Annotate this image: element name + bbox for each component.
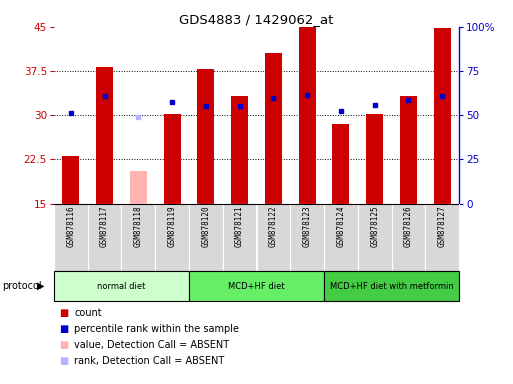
Bar (54, 204, 88, 271)
Text: rank, Detection Call = ABSENT: rank, Detection Call = ABSENT (74, 356, 225, 366)
Text: ■: ■ (59, 356, 68, 366)
Bar (290, 204, 324, 271)
Bar (62, 156, 79, 204)
Text: protocol: protocol (3, 281, 42, 291)
Text: ■: ■ (59, 324, 68, 334)
Bar (155, 204, 189, 271)
Text: GSM878119: GSM878119 (168, 205, 176, 247)
Bar (299, 27, 315, 204)
Text: GSM878124: GSM878124 (337, 205, 345, 247)
Bar (189, 204, 223, 271)
Bar (400, 96, 417, 204)
Bar (425, 204, 459, 271)
Bar (358, 204, 391, 271)
Text: GDS4883 / 1429062_at: GDS4883 / 1429062_at (180, 13, 333, 26)
Bar (366, 114, 383, 204)
Bar (88, 204, 122, 271)
Text: percentile rank within the sample: percentile rank within the sample (74, 324, 240, 334)
Text: GSM878117: GSM878117 (100, 205, 109, 247)
Bar (324, 271, 459, 301)
Text: GSM878121: GSM878121 (235, 205, 244, 247)
Bar (223, 204, 256, 271)
Bar (231, 96, 248, 204)
Text: value, Detection Call = ABSENT: value, Detection Call = ABSENT (74, 340, 229, 350)
Bar (96, 67, 113, 204)
Text: ■: ■ (59, 308, 68, 318)
Bar (256, 204, 290, 271)
Bar (164, 114, 181, 204)
Text: GSM878116: GSM878116 (66, 205, 75, 247)
Text: normal diet: normal diet (97, 281, 146, 291)
Bar (434, 28, 451, 204)
Text: GSM878122: GSM878122 (269, 205, 278, 247)
Text: ▶: ▶ (37, 281, 45, 291)
Text: MCD+HF diet with metformin: MCD+HF diet with metformin (330, 281, 453, 291)
Text: GSM878120: GSM878120 (201, 205, 210, 247)
Bar (265, 53, 282, 204)
Bar (122, 204, 155, 271)
Bar (324, 204, 358, 271)
Bar (332, 124, 349, 204)
Text: GSM878127: GSM878127 (438, 205, 447, 247)
Text: count: count (74, 308, 102, 318)
Bar (189, 271, 324, 301)
Text: GSM878123: GSM878123 (303, 205, 312, 247)
Text: ■: ■ (59, 340, 68, 350)
Text: GSM878126: GSM878126 (404, 205, 413, 247)
Text: GSM878125: GSM878125 (370, 205, 379, 247)
Text: MCD+HF diet: MCD+HF diet (228, 281, 285, 291)
Bar (130, 171, 147, 204)
Bar (198, 69, 214, 204)
Bar (391, 204, 425, 271)
Text: GSM878118: GSM878118 (134, 205, 143, 247)
Bar (54, 271, 189, 301)
